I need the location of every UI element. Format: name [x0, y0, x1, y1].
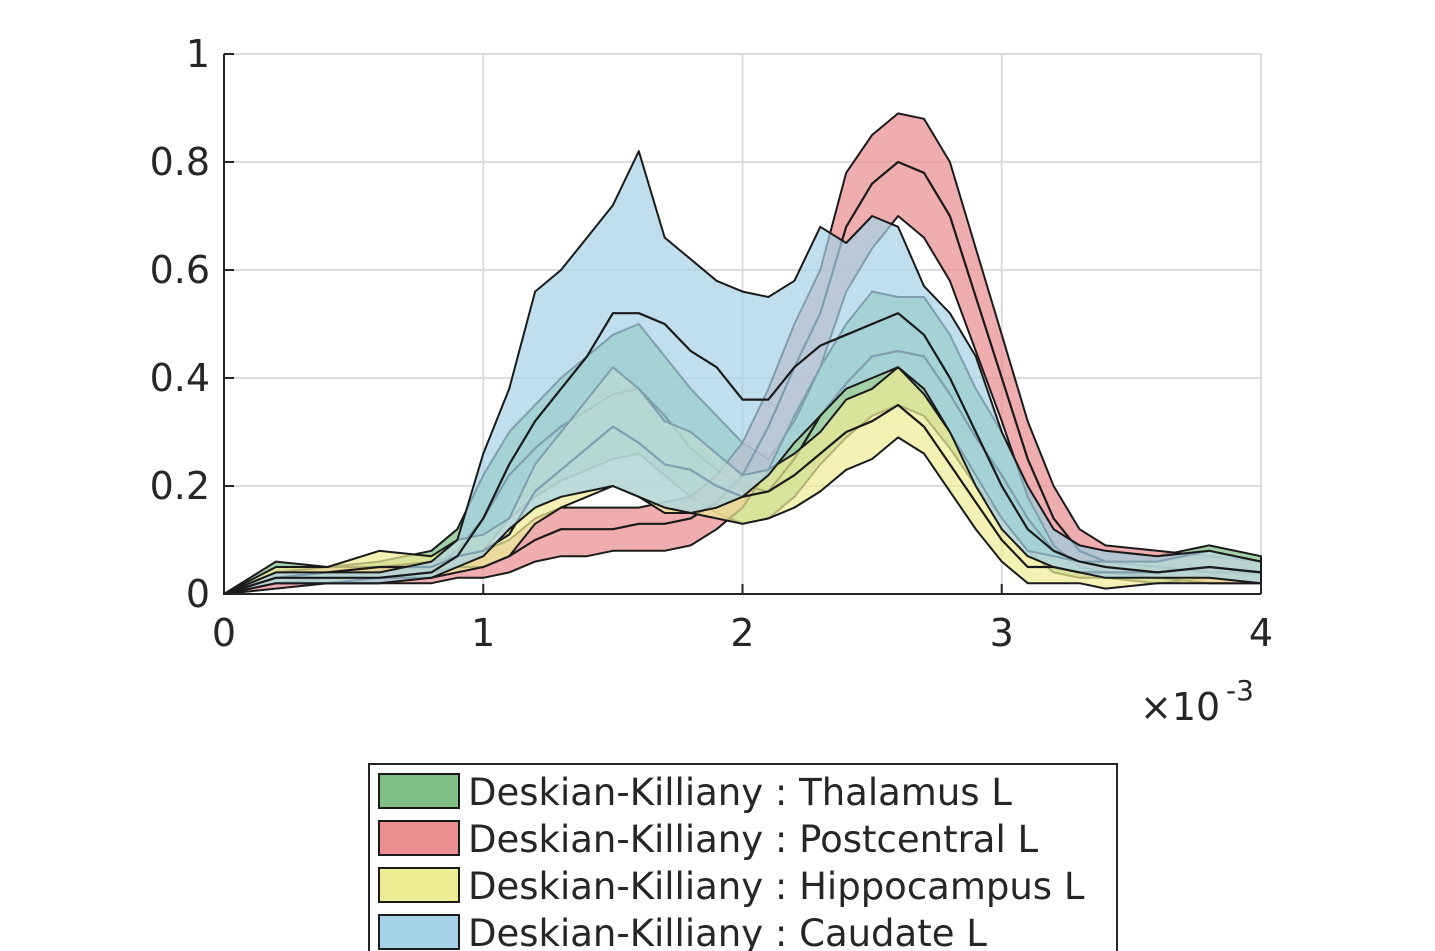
x-tick-label: 1 — [471, 611, 495, 655]
x-tick-label: 0 — [212, 611, 236, 655]
x-multiplier-label: ×10 — [1140, 685, 1220, 729]
legend-entry-2: Deskian-Killiany : Hippocampus L — [378, 865, 1085, 908]
x-tick-label: 3 — [990, 611, 1014, 655]
legend-swatch — [378, 820, 460, 856]
legend: Deskian-Killiany : Thalamus LDeskian-Kil… — [368, 763, 1118, 951]
legend-label: Deskian-Killiany : Caudate L — [468, 912, 987, 951]
legend-entry-3: Deskian-Killiany : Caudate L — [378, 912, 987, 951]
axes — [223, 53, 1262, 595]
x-tick-label: 4 — [1249, 611, 1273, 655]
series-3 — [223, 150, 1262, 596]
legend-swatch — [378, 773, 460, 809]
x-tick-label: 2 — [730, 611, 754, 655]
legend-swatch — [378, 867, 460, 903]
y-tick-label: 0.6 — [150, 248, 210, 292]
series-layer — [223, 112, 1262, 596]
y-tick-label: 0.8 — [150, 140, 210, 184]
y-tick-label: 0 — [186, 572, 210, 616]
y-tick-label: 0.2 — [150, 464, 210, 508]
legend-label: Deskian-Killiany : Thalamus L — [468, 771, 1012, 814]
legend-box — [368, 763, 1118, 951]
legend-label: Deskian-Killiany : Postcentral L — [468, 818, 1039, 861]
x-multiplier-exponent: -3 — [1226, 674, 1254, 707]
y-tick-label: 1 — [186, 32, 210, 76]
y-tick-label: 0.4 — [150, 356, 210, 400]
legend-entry-1: Deskian-Killiany : Postcentral L — [378, 818, 1039, 861]
x-multiplier: ×10 -3 — [1140, 674, 1254, 729]
tick-labels: 0 1 2 3 4 0 0.2 0.4 0.6 0.8 1 — [150, 32, 1274, 655]
series-3-median-line — [223, 312, 1262, 596]
legend-label: Deskian-Killiany : Hippocampus L — [468, 865, 1085, 908]
legend-swatch — [378, 914, 460, 950]
legend-entry-0: Deskian-Killiany : Thalamus L — [378, 771, 1012, 814]
